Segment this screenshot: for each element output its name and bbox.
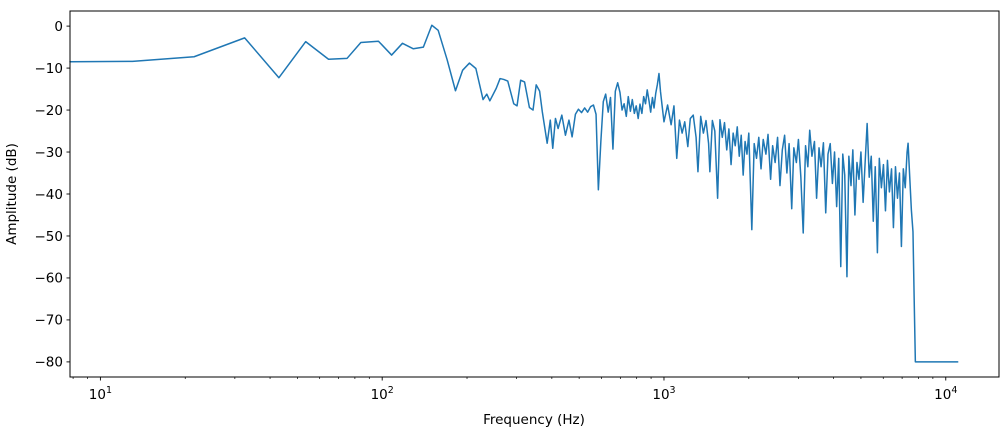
y-tick-label: 0 [54, 19, 63, 35]
y-tick-label: −10 [35, 61, 64, 77]
y-axis-tick-labels: 0 −10 −20 −30 −40 −50 −60 −70 −80 [35, 19, 64, 371]
y-axis-major-ticks [66, 25, 70, 363]
x-axis-major-ticks [99, 377, 947, 381]
x-tick-label: 103 [652, 385, 675, 403]
y-tick-label: −60 [35, 271, 64, 287]
x-tick-label: 104 [934, 385, 957, 403]
x-axis-label: Frequency (Hz) [483, 412, 585, 428]
y-tick-label: −80 [35, 355, 64, 371]
spectrum-line [69, 24, 959, 363]
y-tick-label: −50 [35, 229, 64, 245]
y-tick-label: −30 [35, 145, 64, 161]
x-tick-label: 102 [371, 385, 394, 403]
y-axis-label: Amplitude (dB) [4, 143, 20, 245]
y-tick-label: −20 [35, 103, 64, 119]
y-tick-label: −70 [35, 313, 64, 329]
x-axis-tick-labels: 101 102 103 104 [89, 385, 958, 403]
y-tick-label: −40 [35, 187, 64, 203]
plot-border [69, 10, 1000, 378]
x-axis-minor-ticks [72, 377, 934, 379]
x-tick-label: 101 [89, 385, 112, 403]
